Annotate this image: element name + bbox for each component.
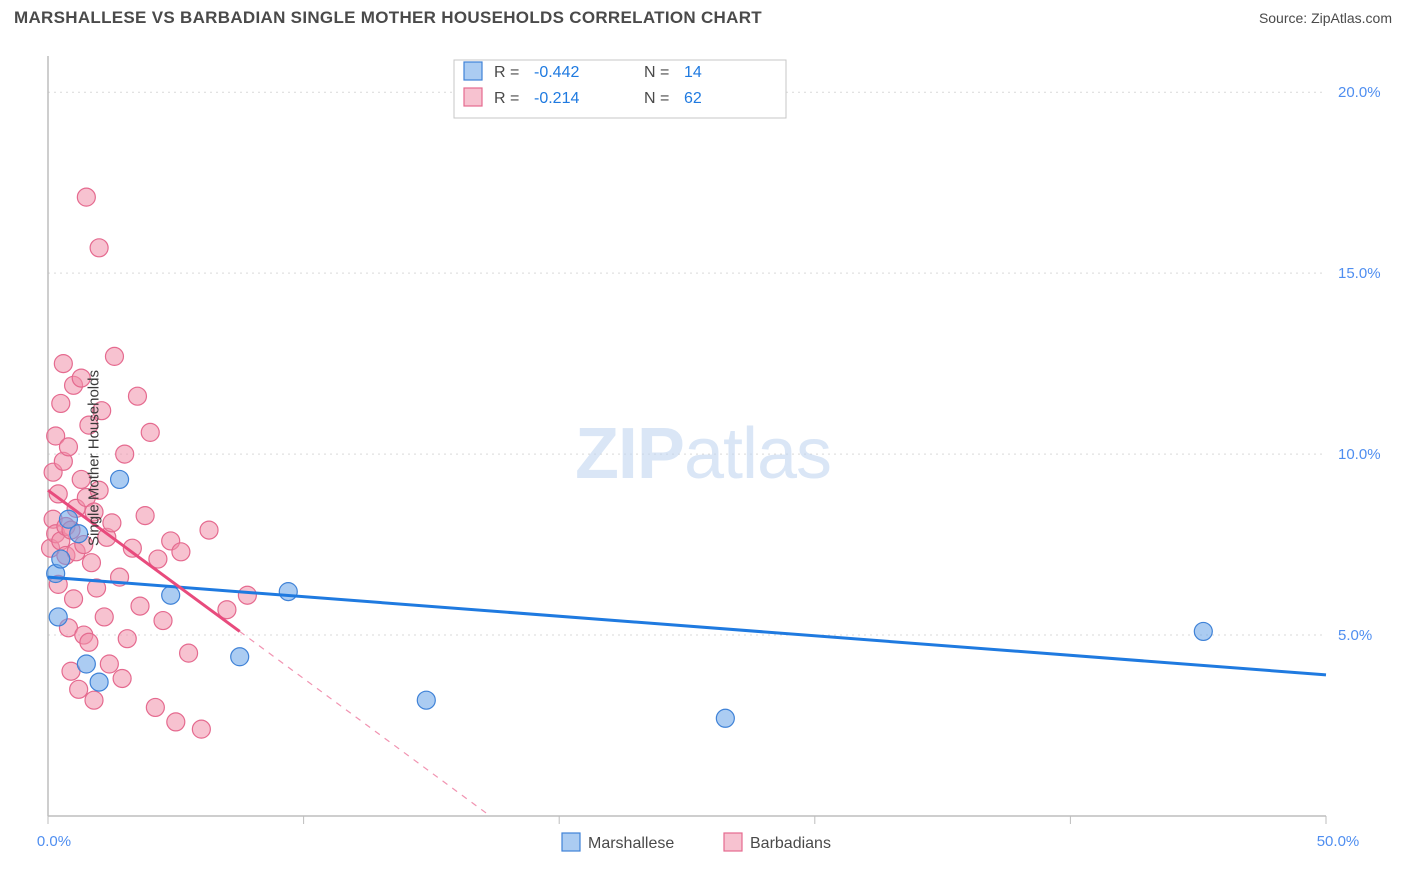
legend-swatch (562, 833, 580, 851)
data-point (105, 347, 123, 365)
data-point (80, 633, 98, 651)
data-point (52, 550, 70, 568)
data-point (136, 507, 154, 525)
svg-text:-0.214: -0.214 (534, 90, 579, 107)
legend-label: Marshallese (588, 835, 674, 852)
data-point (85, 691, 103, 709)
data-point (90, 239, 108, 257)
data-point (238, 586, 256, 604)
data-point (82, 554, 100, 572)
svg-text:10.0%: 10.0% (1338, 446, 1381, 463)
svg-text:5.0%: 5.0% (1338, 627, 1372, 644)
data-point (141, 423, 159, 441)
svg-text:14: 14 (684, 64, 702, 81)
data-point (131, 597, 149, 615)
svg-text:62: 62 (684, 90, 702, 107)
trend-line-extrapolated (240, 631, 490, 816)
data-point (65, 590, 83, 608)
data-point (113, 669, 131, 687)
y-axis-label: Single Mother Households (85, 370, 102, 546)
data-point (52, 394, 70, 412)
svg-text:50.0%: 50.0% (1317, 833, 1360, 850)
source-attribution: Source: ZipAtlas.com (1259, 10, 1392, 26)
svg-text:R =: R = (494, 64, 519, 81)
scatter-chart: 5.0% 10.0% 15.0% 20.0% 0.0% 50.0% R = -0.442 N =… (14, 38, 1392, 878)
data-point (172, 543, 190, 561)
data-point (200, 521, 218, 539)
legend-label: Barbadians (750, 835, 831, 852)
svg-text:15.0%: 15.0% (1338, 265, 1381, 282)
data-point (167, 713, 185, 731)
svg-text:N =: N = (644, 64, 669, 81)
data-point (100, 655, 118, 673)
svg-text:0.0%: 0.0% (37, 833, 71, 850)
data-point (417, 691, 435, 709)
data-point (146, 698, 164, 716)
data-point (59, 438, 77, 456)
data-point (95, 608, 113, 626)
data-point (103, 514, 121, 532)
data-point (231, 648, 249, 666)
data-point (111, 470, 129, 488)
data-point (90, 673, 108, 691)
legend-swatch (724, 833, 742, 851)
data-point (128, 387, 146, 405)
data-point (54, 355, 72, 373)
svg-text:R =: R = (494, 90, 519, 107)
data-point (1194, 622, 1212, 640)
svg-text:N =: N = (644, 90, 669, 107)
data-point (77, 655, 95, 673)
data-point (279, 583, 297, 601)
data-point (716, 709, 734, 727)
data-point (118, 630, 136, 648)
svg-text:20.0%: 20.0% (1338, 84, 1381, 101)
svg-text:-0.442: -0.442 (534, 64, 579, 81)
chart-container: Single Mother Households ZIPatlas 5.0%10… (14, 38, 1392, 878)
data-point (180, 644, 198, 662)
data-point (77, 188, 95, 206)
data-point (49, 608, 67, 626)
data-point (154, 612, 172, 630)
data-point (116, 445, 134, 463)
data-point (70, 680, 88, 698)
data-point (192, 720, 210, 738)
chart-title: MARSHALLESE VS BARBADIAN SINGLE MOTHER H… (14, 8, 762, 28)
data-point (162, 586, 180, 604)
